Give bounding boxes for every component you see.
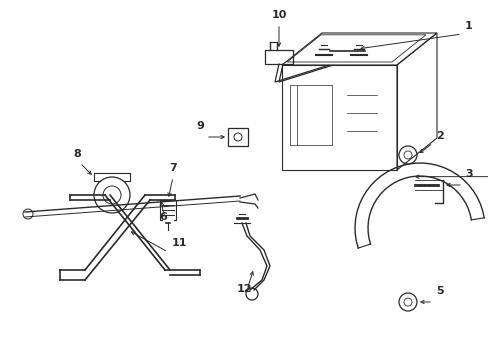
Text: 5: 5	[435, 286, 443, 296]
Text: 8: 8	[73, 149, 81, 159]
Text: 9: 9	[196, 121, 203, 131]
Text: 3: 3	[464, 169, 472, 179]
Text: 1: 1	[464, 21, 472, 31]
Text: 2: 2	[435, 131, 443, 141]
Text: 11: 11	[172, 238, 187, 248]
Text: 12: 12	[236, 284, 251, 294]
Text: 6: 6	[159, 212, 166, 222]
Text: 10: 10	[271, 10, 286, 20]
Text: 7: 7	[169, 163, 177, 173]
